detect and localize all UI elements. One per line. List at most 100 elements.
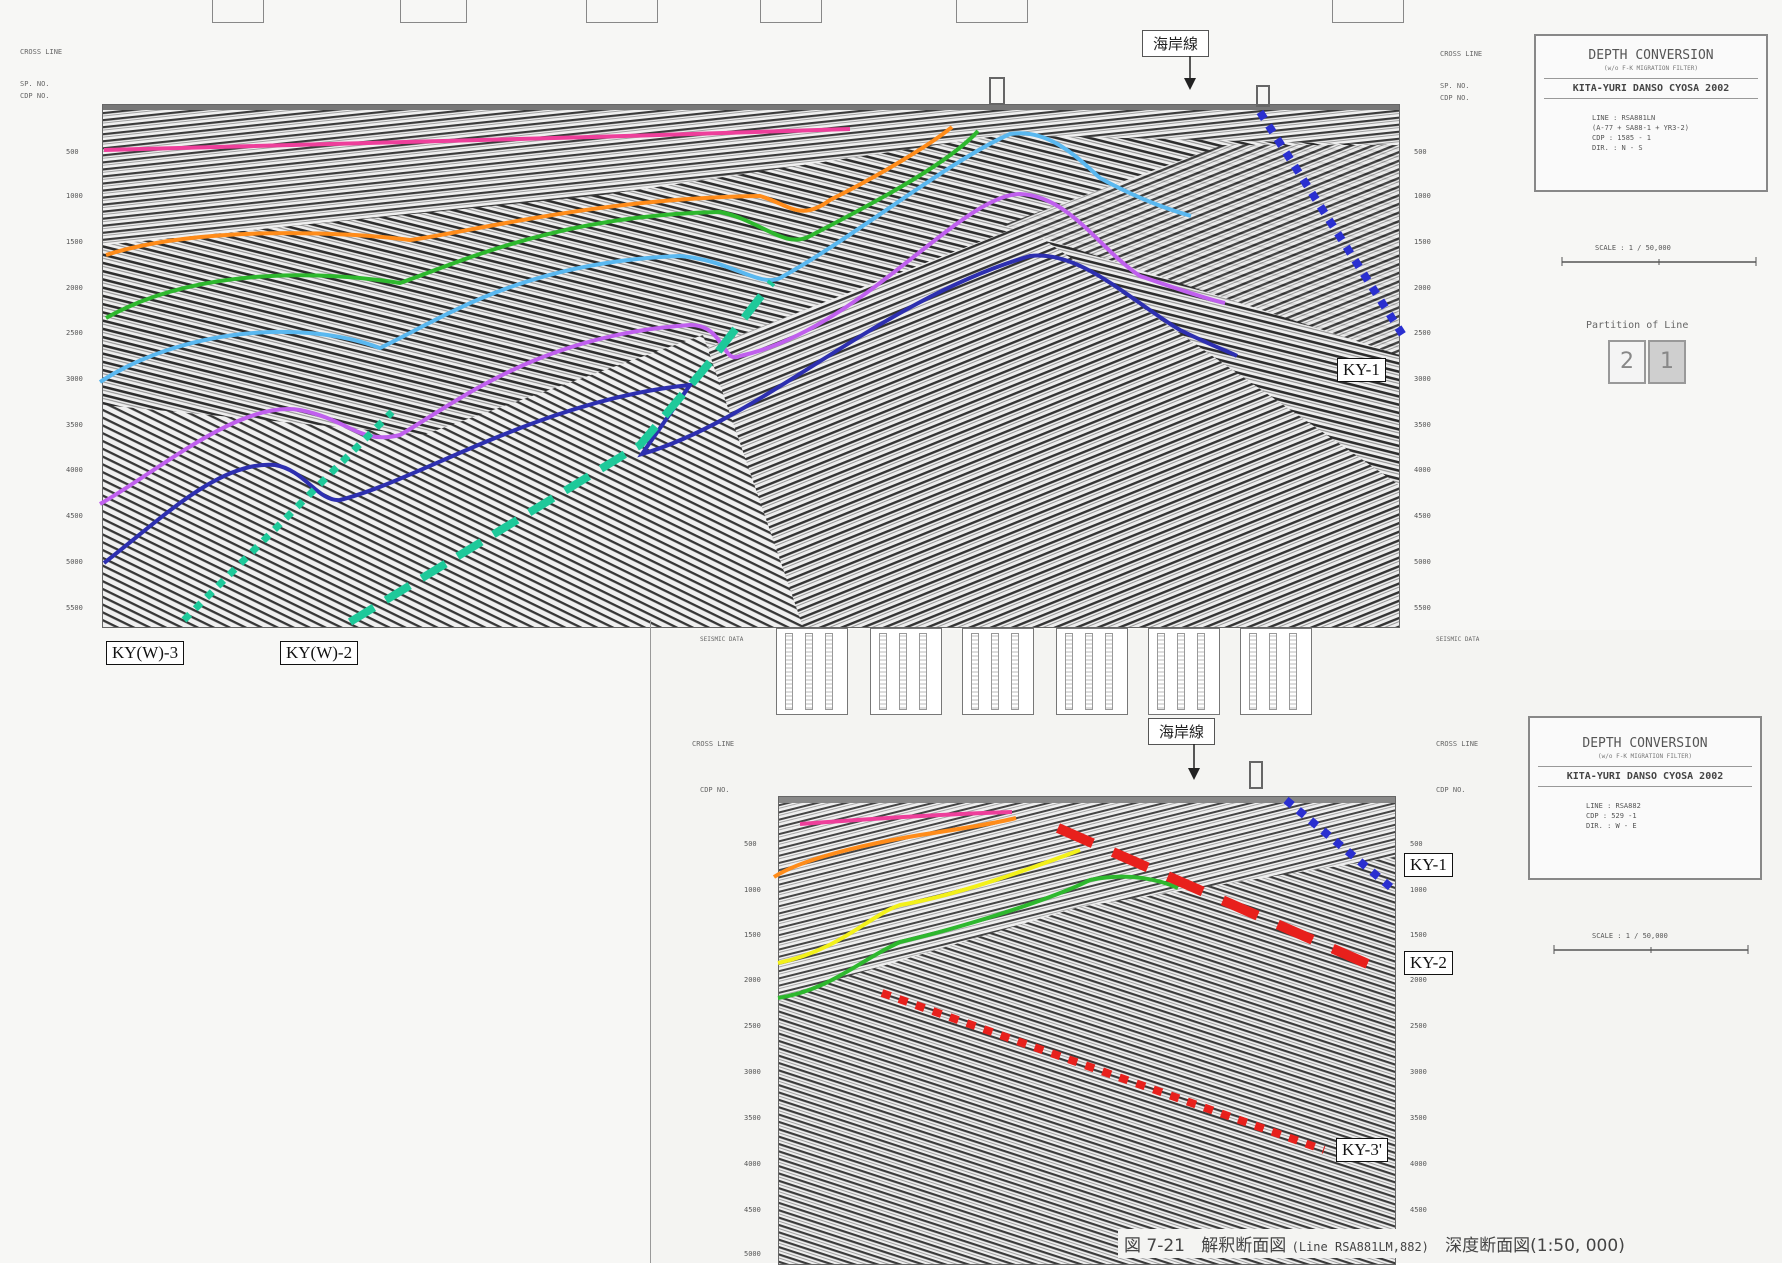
info-title: DEPTH CONVERSION [1582, 736, 1708, 751]
horizon-yellow-lower [777, 848, 1081, 965]
label-ky1-upper: KY-1 [1337, 358, 1386, 382]
depth-tick: 1500 [1410, 931, 1427, 939]
partition-box-1: 1 [1648, 340, 1686, 384]
upper-scale-text: SCALE : 1 / 50,000 [1595, 244, 1671, 252]
partition-title: Partition of Line [1586, 320, 1689, 331]
lower-cross-line-right: CROSS LINE [1436, 740, 1479, 748]
upper-well-header-boxes [200, 0, 1404, 30]
depth-tick: 4500 [1410, 1206, 1427, 1214]
figure-caption: 図 7-21 解釈断面図 (Line RSA881LM,882) 深度断面図(1… [1118, 1229, 1631, 1258]
lower-coastline-label: 海岸線 [1148, 718, 1216, 745]
label-kyw3: KY(W)-3 [106, 641, 185, 665]
depth-tick: 5000 [744, 1250, 761, 1258]
info-line: LINE : RSA882 [1586, 802, 1641, 810]
depth-tick: 500 [66, 148, 79, 156]
info-line: CDP : 529 -1 [1586, 812, 1637, 820]
depth-tick: 1500 [744, 931, 761, 939]
upper-seismic-texture [103, 105, 1399, 627]
depth-tick: 500 [744, 840, 757, 848]
partition-box-2: 2 [1608, 340, 1646, 384]
caption-subtitle: 深度断面図(1:50, 000) [1445, 1236, 1625, 1256]
depth-tick: 1000 [744, 886, 761, 894]
depth-tick: 4000 [66, 466, 83, 474]
lower-coastline-arrow [1188, 744, 1200, 780]
lower-cross-line: CROSS LINE [692, 740, 735, 748]
info-project: KITA-YURI DANSO CYOSA 2002 [1572, 83, 1730, 94]
label-ky1-lower: KY-1 [1404, 853, 1453, 877]
depth-tick: 5500 [1414, 604, 1431, 612]
depth-tick: 4500 [1414, 512, 1431, 520]
lower-cdp-label: CDP NO. [700, 786, 730, 794]
upper-coastline-arrow [1184, 56, 1196, 90]
info-project: KITA-YURI DANSO CYOSA 2002 [1566, 771, 1724, 782]
depth-tick: 3500 [66, 421, 83, 429]
info-title: DEPTH CONVERSION [1588, 48, 1714, 63]
fault-kyw3 [181, 409, 395, 623]
fault-ky2 [1055, 823, 1389, 977]
depth-tick: 2000 [1414, 284, 1431, 292]
depth-tick: 3000 [1410, 1068, 1427, 1076]
lower-scale-bar [1553, 945, 1749, 954]
depth-tick: 2000 [1410, 976, 1427, 984]
fault-kyw2 [347, 279, 776, 626]
info-subtitle: (w/o F-K MIGRATION FILTER) [1598, 753, 1692, 760]
lower-info-panel: DEPTH CONVERSION (w/o F-K MIGRATION FILT… [1528, 716, 1762, 880]
upper-cdp-label-right: CDP NO. [1440, 94, 1470, 102]
info-line: LINE : RSA881LN [1592, 114, 1656, 122]
fault-ky1-lower [1283, 796, 1397, 894]
label-ky3: KY-3' [1336, 1138, 1388, 1162]
horizon-green [105, 129, 980, 320]
depth-tick: 5500 [66, 604, 83, 612]
upper-info-panel: DEPTH CONVERSION (w/o F-K MIGRATION FILT… [1534, 34, 1768, 192]
depth-tick: 1500 [1414, 238, 1431, 246]
horizon-violet [99, 191, 1226, 506]
depth-tick: 1500 [66, 238, 83, 246]
well-icon [1249, 761, 1263, 789]
upper-seismic-section [102, 104, 1400, 628]
upper-cdp-axis: CROSS LINE [20, 48, 63, 56]
info-subtitle: (w/o F-K MIGRATION FILTER) [1604, 65, 1698, 72]
depth-tick: 4000 [1414, 466, 1431, 474]
fault-ky1-upper [1256, 109, 1410, 343]
upper-scale-bar [1561, 257, 1757, 266]
info-line: CDP : 1585 - 1 [1592, 134, 1652, 142]
lower-seismic-texture [779, 797, 1395, 1264]
info-line: DIR. : N - S [1592, 144, 1643, 152]
label-kyw2: KY(W)-2 [280, 641, 359, 665]
depth-tick: 3000 [66, 375, 83, 383]
depth-tick: 4000 [744, 1160, 761, 1168]
lower-scale-text: SCALE : 1 / 50,000 [1592, 932, 1668, 940]
lower-depth-axis-left: 500 1000 1500 2000 2500 3000 3500 4000 4… [742, 796, 776, 1263]
lower-header-text-right: SEISMIC DATA [1436, 636, 1480, 643]
label-ky2: KY-2 [1404, 951, 1453, 975]
depth-tick: 1000 [1410, 886, 1427, 894]
depth-tick: 2500 [1414, 329, 1431, 337]
depth-tick: 3000 [1414, 375, 1431, 383]
depth-tick: 5000 [1414, 558, 1431, 566]
fault-ky3 [880, 989, 1326, 1154]
horizon-orange-lower [772, 816, 1017, 879]
info-line: DIR. : W - E [1586, 822, 1637, 830]
caption-fig-number: 図 7-21 [1124, 1236, 1185, 1256]
depth-tick: 3500 [1414, 421, 1431, 429]
depth-tick: 3500 [744, 1114, 761, 1122]
lower-header-text: SEISMIC DATA [700, 636, 744, 643]
horizon-green-lower [777, 874, 1179, 1000]
horizon-darkblue [102, 253, 1238, 565]
depth-tick: 4000 [1410, 1160, 1427, 1168]
depth-tick: 4500 [744, 1206, 761, 1214]
depth-tick: 1000 [66, 192, 83, 200]
caption-line: (Line RSA881LM,882) [1291, 1240, 1429, 1254]
upper-sp-label: SP. NO. [20, 80, 50, 88]
lower-cdp-label-right: CDP NO. [1436, 786, 1466, 794]
upper-depth-axis-left: 500 1000 1500 2000 2500 3000 3500 4000 4… [64, 104, 98, 626]
horizon-orange [105, 125, 954, 257]
depth-tick: 3500 [1410, 1114, 1427, 1122]
horizon-pink [103, 127, 851, 152]
horizon-pink-lower [799, 810, 1013, 826]
upper-cdp-axis-2: CROSS LINE [1440, 50, 1483, 58]
depth-tick: 2500 [744, 1022, 761, 1030]
depth-tick: 500 [1410, 840, 1423, 848]
depth-tick: 3000 [744, 1068, 761, 1076]
